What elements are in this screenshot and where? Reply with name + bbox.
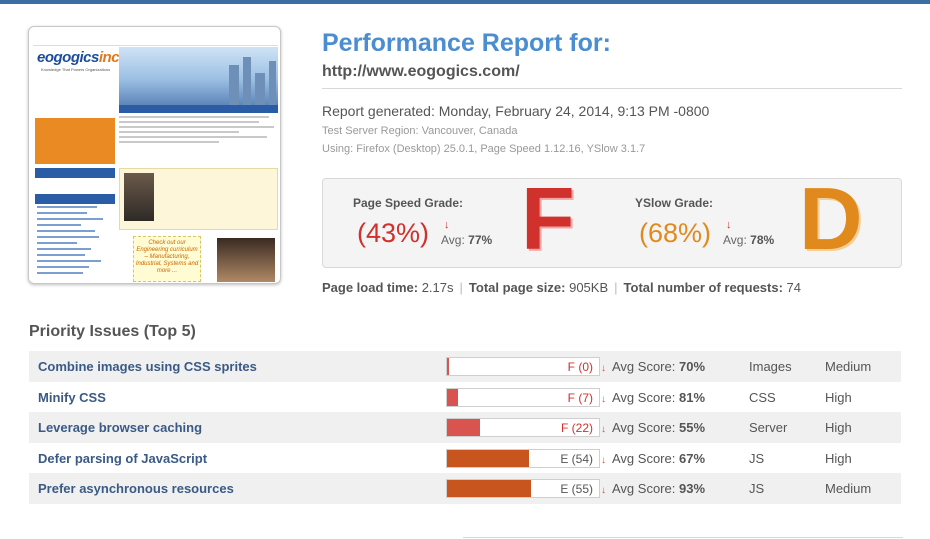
thumbnail-nav-bar: [119, 105, 278, 113]
priority-issues-title: Priority Issues (Top 5): [29, 323, 196, 340]
issue-priority: High: [825, 450, 852, 466]
issue-type: Server: [749, 420, 788, 436]
score-bar-fill: [447, 388, 458, 406]
issue-type: JS: [749, 481, 765, 497]
issue-priority: High: [825, 389, 852, 405]
report-url[interactable]: http://www.eogogics.com/: [322, 63, 520, 80]
table-row[interactable]: Prefer asynchronous resources E (55) ↓ Avg …: [29, 473, 901, 504]
score-bar: E (54): [446, 448, 600, 468]
issue-type: CSS: [749, 389, 776, 405]
report-generated: Report generated: Monday, February 24, 2…: [322, 103, 710, 119]
pagespeed-grade-letter: F: [521, 169, 575, 268]
issue-priority: High: [825, 420, 852, 436]
issue-priority: Medium: [825, 359, 872, 374]
top-accent-bar: [0, 0, 930, 4]
issue-name[interactable]: Combine images using CSS sprites: [38, 359, 257, 374]
score-bar-fill: [447, 419, 481, 437]
pagespeed-avg: Avg: 77%: [441, 233, 493, 247]
down-arrow-icon: ↓: [726, 219, 732, 231]
down-arrow-icon: ↓: [601, 424, 606, 436]
score-bar: F (0): [446, 357, 600, 376]
site-screenshot-thumbnail[interactable]: eogogicsinc Knowledge That Powers Organi…: [28, 26, 281, 284]
down-arrow-icon: ↓: [601, 454, 606, 466]
issue-name[interactable]: Minify CSS: [38, 389, 106, 405]
thumbnail-sidebar: [35, 114, 115, 282]
down-arrow-icon: ↓: [444, 219, 450, 231]
table-row[interactable]: Defer parsing of JavaScript E (54) ↓ Avg Sc…: [29, 443, 901, 474]
thumbnail-hero-image: [119, 47, 278, 105]
thumbnail-main-content: Check out our Engineering curriculum – M…: [119, 116, 278, 282]
thumbnail-header: [33, 30, 278, 46]
table-row[interactable]: Minify CSS F (7) ↓ Avg Score: 81% CSS High: [29, 382, 901, 413]
score-bar: F (7): [446, 387, 600, 407]
grades-panel: Page Speed Grade: (43%) ↓ Avg: 77% F YSl…: [322, 169, 902, 268]
grade-label: F (0): [567, 360, 593, 374]
issue-type: Images: [749, 359, 792, 374]
table-row[interactable]: Leverage browser caching F (22) ↓ Avg Score…: [29, 412, 901, 443]
issue-name[interactable]: Leverage browser caching: [38, 420, 203, 436]
thumbnail-page: eogogicsinc Knowledge That Powers Organi…: [33, 30, 278, 282]
grade-label: E (54): [560, 451, 593, 466]
down-arrow-icon: ↓: [601, 363, 606, 374]
down-arrow-icon: ↓: [601, 485, 606, 497]
avg-score: ↓ Avg Score: 81%: [601, 389, 706, 405]
score-bar-fill: [447, 480, 531, 498]
page-summary: Page load time: 2.17s | Total page size: 9…: [322, 280, 802, 295]
priority-issues-table: Combine images using CSS sprites F (0) ↓ Av…: [29, 351, 901, 504]
yslow-percent: (68%): [639, 218, 712, 248]
test-tools: Using: Firefox (Desktop) 25.0.1, Page Sp…: [322, 143, 646, 155]
pagespeed-grade-label: Page Speed Grade:: [353, 196, 464, 210]
issue-name[interactable]: Prefer asynchronous resources: [38, 481, 234, 497]
grade-label: F (7): [567, 390, 593, 405]
avg-score: ↓ Avg Score: 70%: [601, 359, 706, 374]
down-arrow-icon: ↓: [601, 393, 606, 405]
avg-score: ↓ Avg Score: 55%: [601, 420, 706, 436]
grade-label: F (22): [560, 421, 593, 436]
thumbnail-tagline: Knowledge That Powers Organizations: [41, 67, 111, 72]
yslow-avg: Avg: 78%: [723, 233, 775, 247]
avg-score: ↓ Avg Score: 67%: [601, 450, 706, 466]
grade-label: E (55): [560, 482, 593, 497]
thumbnail-promo: Check out our Engineering curriculum – M…: [133, 236, 201, 282]
thumbnail-photo: [217, 238, 275, 282]
thumbnail-logo: eogogicsinc: [37, 49, 120, 66]
score-bar: F (22): [446, 418, 600, 438]
score-bar-fill: [447, 358, 450, 375]
issue-name[interactable]: Defer parsing of JavaScript: [38, 450, 208, 466]
issue-type: JS: [749, 450, 765, 466]
issue-priority: Medium: [825, 481, 872, 497]
test-region: Test Server Region: Vancouver, Canada: [322, 125, 518, 137]
score-bar-fill: [447, 449, 530, 467]
avg-score: ↓ Avg Score: 93%: [601, 481, 706, 497]
footer-divider: [463, 537, 903, 538]
header-divider: [322, 88, 902, 89]
table-row[interactable]: Combine images using CSS sprites F (0) ↓ Av…: [29, 351, 901, 382]
pagespeed-percent: (43%): [357, 218, 430, 248]
yslow-grade-letter: D: [799, 169, 863, 268]
report-title: Performance Report for:: [322, 29, 611, 57]
yslow-grade-label: YSlow Grade:: [635, 196, 714, 210]
score-bar: E (55): [446, 479, 600, 499]
